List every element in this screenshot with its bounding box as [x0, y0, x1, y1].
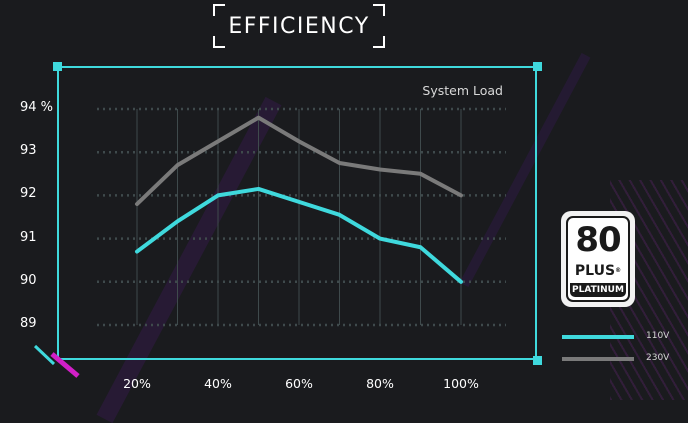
y-tick-label: 89 — [20, 316, 37, 331]
title-bracket-br — [373, 36, 385, 48]
chart-frame — [57, 66, 537, 360]
title-bracket-tl — [213, 4, 225, 16]
badge-inner: 80 PLUS® PLATINUM — [566, 216, 630, 302]
x-tick-label: 20% — [123, 376, 151, 391]
y-tick-label: 90 — [20, 272, 37, 288]
title-area: EFFICIENCY — [213, 4, 385, 48]
chart-plot — [33, 107, 506, 378]
legend-swatch-230v — [562, 357, 634, 361]
badge-plus-word: PLUS — [574, 263, 616, 279]
title-bracket-bl — [213, 36, 225, 48]
x-tick-label: 40% — [204, 376, 232, 391]
x-axis-title: System Load — [422, 83, 503, 98]
y-tick-label: 91 — [20, 229, 37, 245]
badge-platinum-text: PLATINUM — [570, 283, 626, 297]
y-tick-label: 92 — [20, 186, 37, 202]
x-tick-label: 80% — [366, 376, 394, 391]
frame-corner — [533, 62, 542, 71]
legend-item-230v: 230V — [562, 352, 672, 364]
title-bracket-tr — [373, 4, 385, 16]
badge-registered-mark: ® — [615, 267, 622, 274]
frame-corner — [533, 356, 542, 365]
x-tick-label: 60% — [285, 376, 313, 391]
legend-swatch-110v — [562, 335, 634, 339]
y-tick-label: 93 — [20, 143, 37, 159]
corner-accent — [33, 344, 80, 378]
y-tick-label: 94 % — [20, 100, 54, 115]
frame-corner — [53, 62, 62, 71]
series-line-230v — [135, 115, 463, 207]
legend-item-110v: 110V — [562, 330, 672, 342]
series-line-110v — [135, 186, 463, 284]
x-tick-label: 100% — [443, 376, 479, 391]
80-plus-platinum-badge: 80 PLUS® PLATINUM — [561, 211, 635, 307]
legend-label-230v: 230V — [646, 353, 670, 363]
badge-80-text: 80 — [575, 220, 621, 260]
legend-label-110v: 110V — [646, 331, 670, 341]
chart-title: EFFICIENCY — [228, 13, 370, 39]
badge-plus-text: PLUS® — [568, 263, 628, 279]
